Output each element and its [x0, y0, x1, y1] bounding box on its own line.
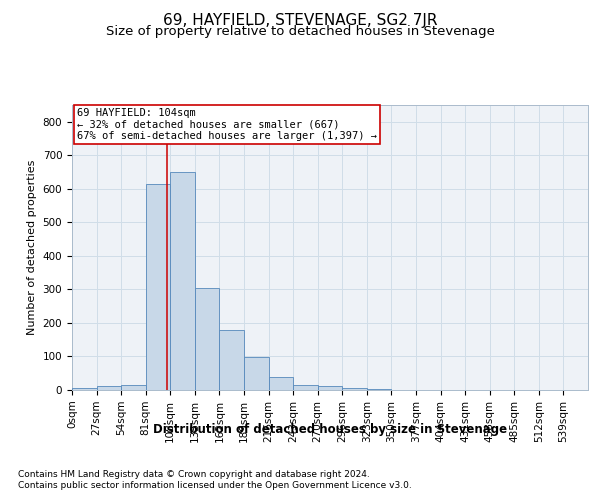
Text: Size of property relative to detached houses in Stevenage: Size of property relative to detached ho…: [106, 25, 494, 38]
Bar: [195, 288, 220, 390]
Bar: [220, 330, 244, 390]
Text: Contains public sector information licensed under the Open Government Licence v3: Contains public sector information licen…: [18, 481, 412, 490]
Bar: [318, 386, 342, 390]
Bar: [269, 376, 293, 390]
Bar: [121, 385, 146, 390]
Text: Contains HM Land Registry data © Crown copyright and database right 2024.: Contains HM Land Registry data © Crown c…: [18, 470, 370, 479]
Bar: [244, 357, 269, 390]
Bar: [146, 184, 170, 390]
Text: Distribution of detached houses by size in Stevenage: Distribution of detached houses by size …: [153, 422, 507, 436]
Bar: [342, 388, 367, 390]
Bar: [170, 172, 195, 390]
Text: 69 HAYFIELD: 104sqm
← 32% of detached houses are smaller (667)
67% of semi-detac: 69 HAYFIELD: 104sqm ← 32% of detached ho…: [77, 108, 377, 141]
Bar: [293, 385, 318, 390]
Bar: [72, 388, 97, 390]
Text: 69, HAYFIELD, STEVENAGE, SG2 7JR: 69, HAYFIELD, STEVENAGE, SG2 7JR: [163, 12, 437, 28]
Bar: [97, 386, 121, 390]
Y-axis label: Number of detached properties: Number of detached properties: [27, 160, 37, 335]
